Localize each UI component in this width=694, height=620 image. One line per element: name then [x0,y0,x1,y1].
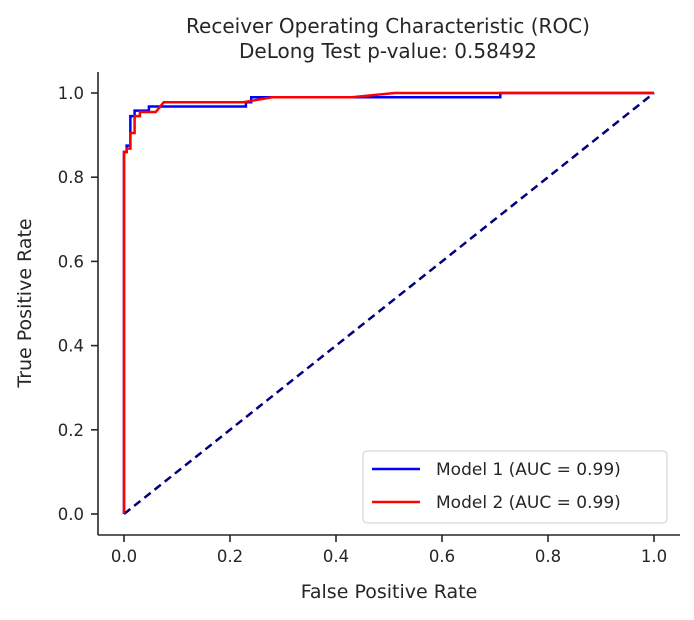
chart-subtitle: DeLong Test p-value: 0.58492 [239,39,537,63]
y-axis-label: True Positive Rate [14,218,36,388]
chart-title: Receiver Operating Characteristic (ROC) [186,14,590,38]
y-tick-label: 0.8 [58,168,84,187]
legend: Model 1 (AUC = 0.99) Model 2 (AUC = 0.99… [362,450,668,524]
y-tick-label: 0.0 [58,505,84,524]
series-line-model-2 [122,91,654,514]
x-tick-label: 0.4 [323,547,349,566]
legend-label-model-2: Model 2 (AUC = 0.99) [436,493,621,513]
x-tick-label: 0.8 [535,547,561,566]
y-tick-label: 0.6 [58,252,84,271]
y-axis-ticks: 0.0 0.2 0.4 0.6 0.8 1.0 [58,84,98,524]
x-tick-label: 0.0 [111,547,137,566]
x-tick-label: 0.6 [429,547,455,566]
y-tick-label: 1.0 [58,84,84,103]
plot-lines [122,91,655,515]
x-tick-label: 0.2 [217,547,243,566]
reference-diagonal-line [123,92,655,515]
x-axis-ticks: 0.0 0.2 0.4 0.6 0.8 1.0 [111,535,667,566]
x-axis-label: False Positive Rate [301,581,478,603]
legend-frame [362,450,668,524]
y-tick-label: 0.4 [58,337,84,356]
legend-label-model-1: Model 1 (AUC = 0.99) [436,460,621,480]
y-tick-label: 0.2 [58,421,84,440]
x-tick-label: 1.0 [641,547,667,566]
